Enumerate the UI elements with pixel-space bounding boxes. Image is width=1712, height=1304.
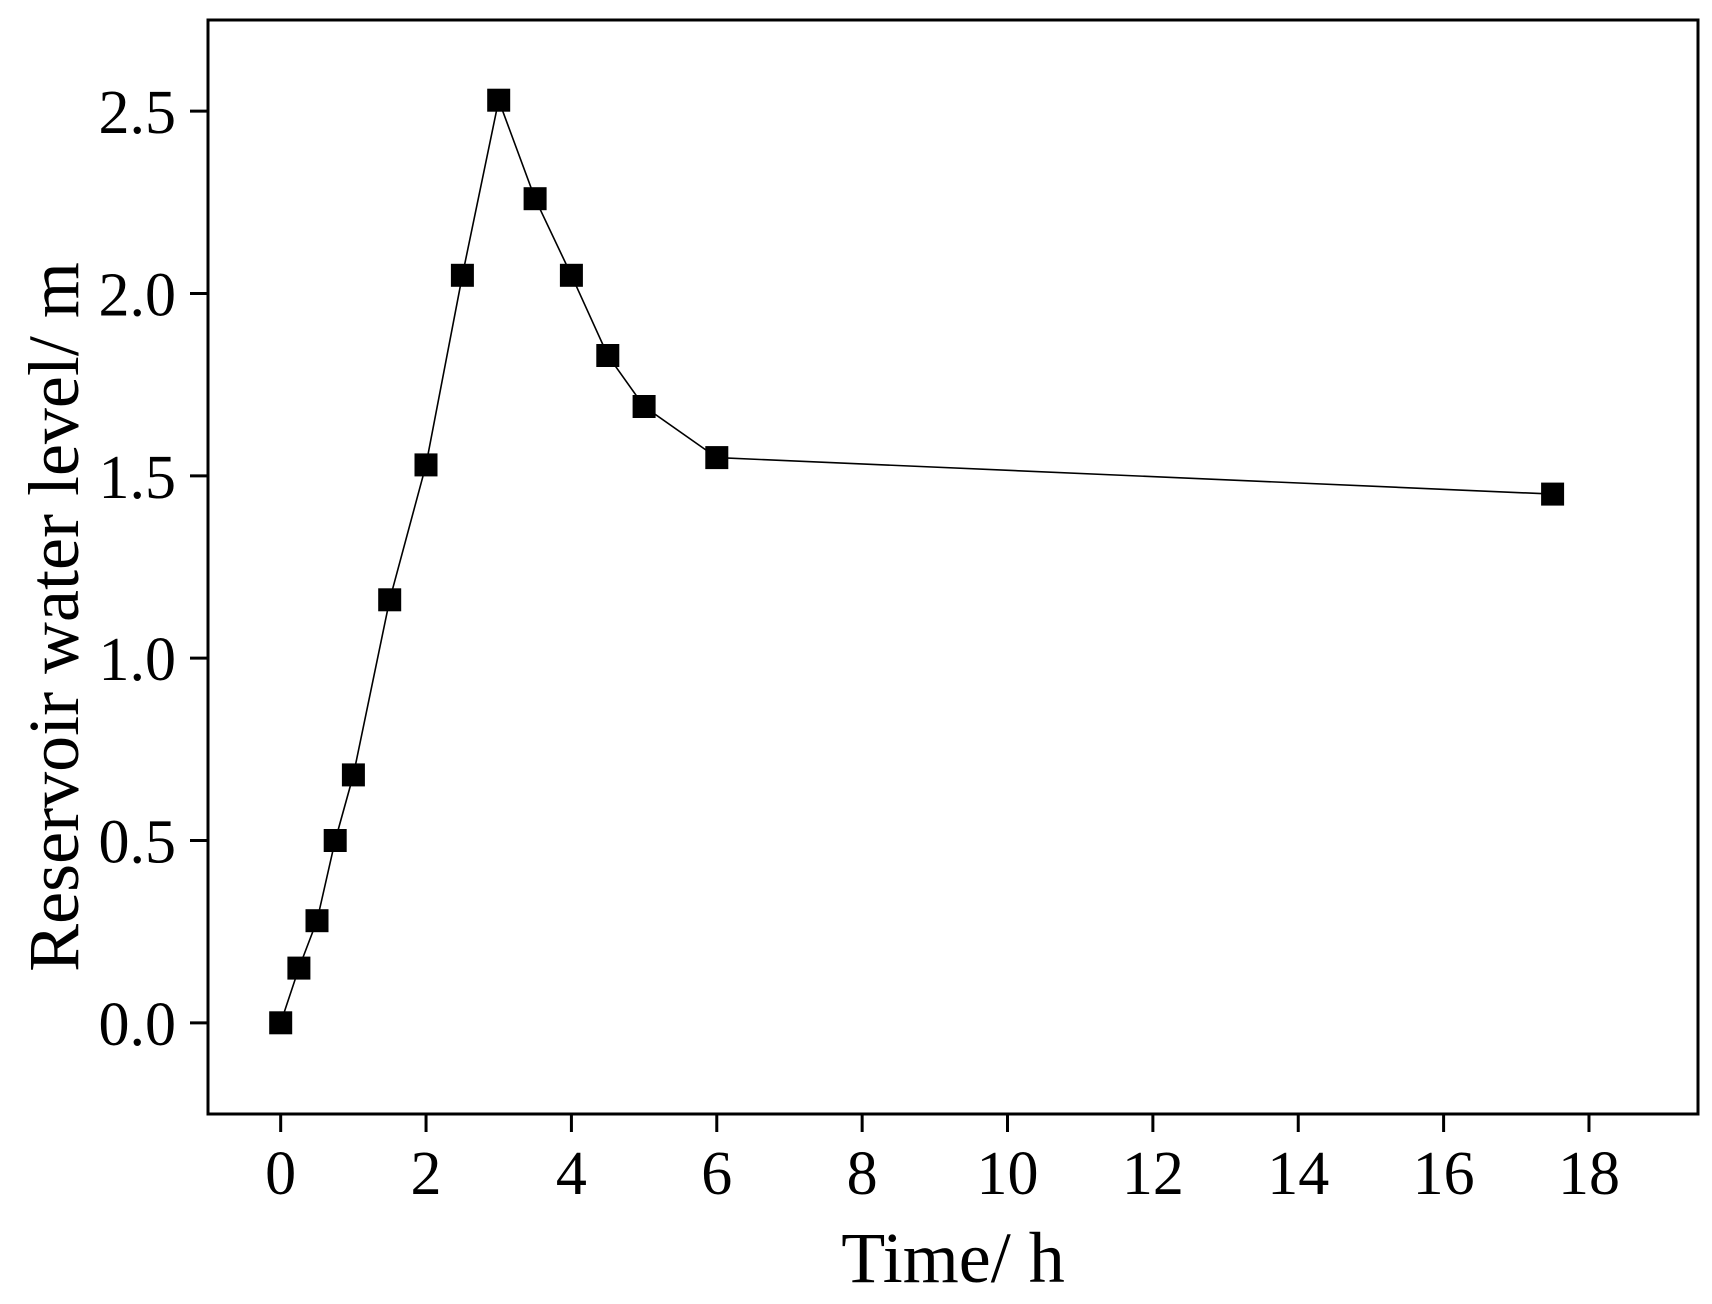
data-point-marker <box>705 446 729 470</box>
x-tick-label: 10 <box>977 1140 1039 1208</box>
y-tick-label: 0.0 <box>99 991 177 1059</box>
x-tick-label: 16 <box>1413 1140 1475 1208</box>
x-tick-label: 18 <box>1558 1140 1620 1208</box>
data-point-marker <box>378 588 402 612</box>
y-tick-label: 2.5 <box>99 79 177 147</box>
x-tick-label: 4 <box>556 1140 587 1208</box>
axis-ticks <box>190 109 1591 1132</box>
x-tick-label: 6 <box>701 1140 732 1208</box>
data-point-marker <box>487 88 511 112</box>
x-tick-label: 2 <box>411 1140 442 1208</box>
data-point-marker <box>523 187 547 211</box>
y-tick-label: 2.0 <box>99 262 177 330</box>
data-point-marker <box>596 344 620 367</box>
data-point-marker <box>559 263 583 287</box>
data-point-marker <box>287 956 311 980</box>
tick-labels: 0 2 4 6 8 10 12 14 16 18 0.0 0.5 1.0 1.5 2.0 2.5 <box>99 79 1620 1208</box>
y-axis-title: Reservoir water level/ m <box>14 262 94 972</box>
data-point-marker <box>414 453 438 477</box>
y-tick-label: 0.5 <box>99 809 177 877</box>
data-point-marker <box>1541 482 1565 506</box>
data-point-marker <box>450 263 474 287</box>
plot-frame <box>206 18 1700 1116</box>
y-tick-label: 1.0 <box>99 626 177 694</box>
y-tick-label: 1.5 <box>99 444 177 512</box>
data-point-marker <box>269 1011 293 1035</box>
data-point-marker <box>341 763 365 787</box>
data-point-marker <box>632 395 656 418</box>
x-tick-label: 14 <box>1267 1140 1329 1208</box>
data-markers <box>269 88 1565 1035</box>
x-tick-label: 8 <box>847 1140 878 1208</box>
x-tick-label: 12 <box>1122 1140 1184 1208</box>
x-axis-title: Time/ h <box>841 1218 1064 1298</box>
data-point-marker <box>305 909 329 933</box>
data-point-marker <box>323 829 347 852</box>
x-tick-label: 0 <box>265 1140 296 1208</box>
